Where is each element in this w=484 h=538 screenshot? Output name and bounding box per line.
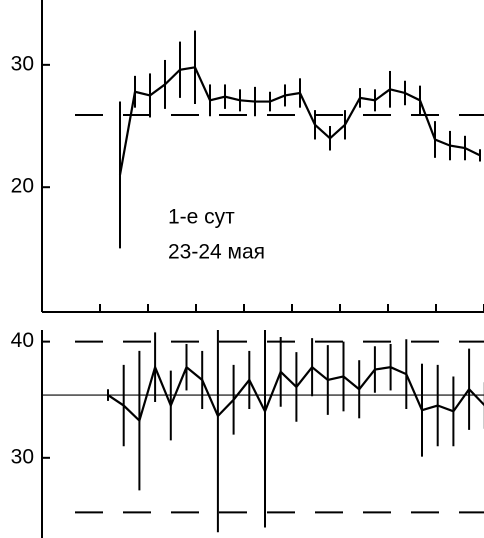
- y-tick-label: 20: [11, 175, 34, 198]
- annotation: 1-е сут: [168, 206, 235, 229]
- y-tick-label: 30: [11, 445, 34, 468]
- y-tick-label: 30: [11, 52, 34, 75]
- annotation: 23-24 мая: [168, 241, 265, 264]
- data-line: [107, 363, 484, 423]
- y-tick-label: 40: [11, 329, 34, 352]
- data-line: [118, 66, 481, 176]
